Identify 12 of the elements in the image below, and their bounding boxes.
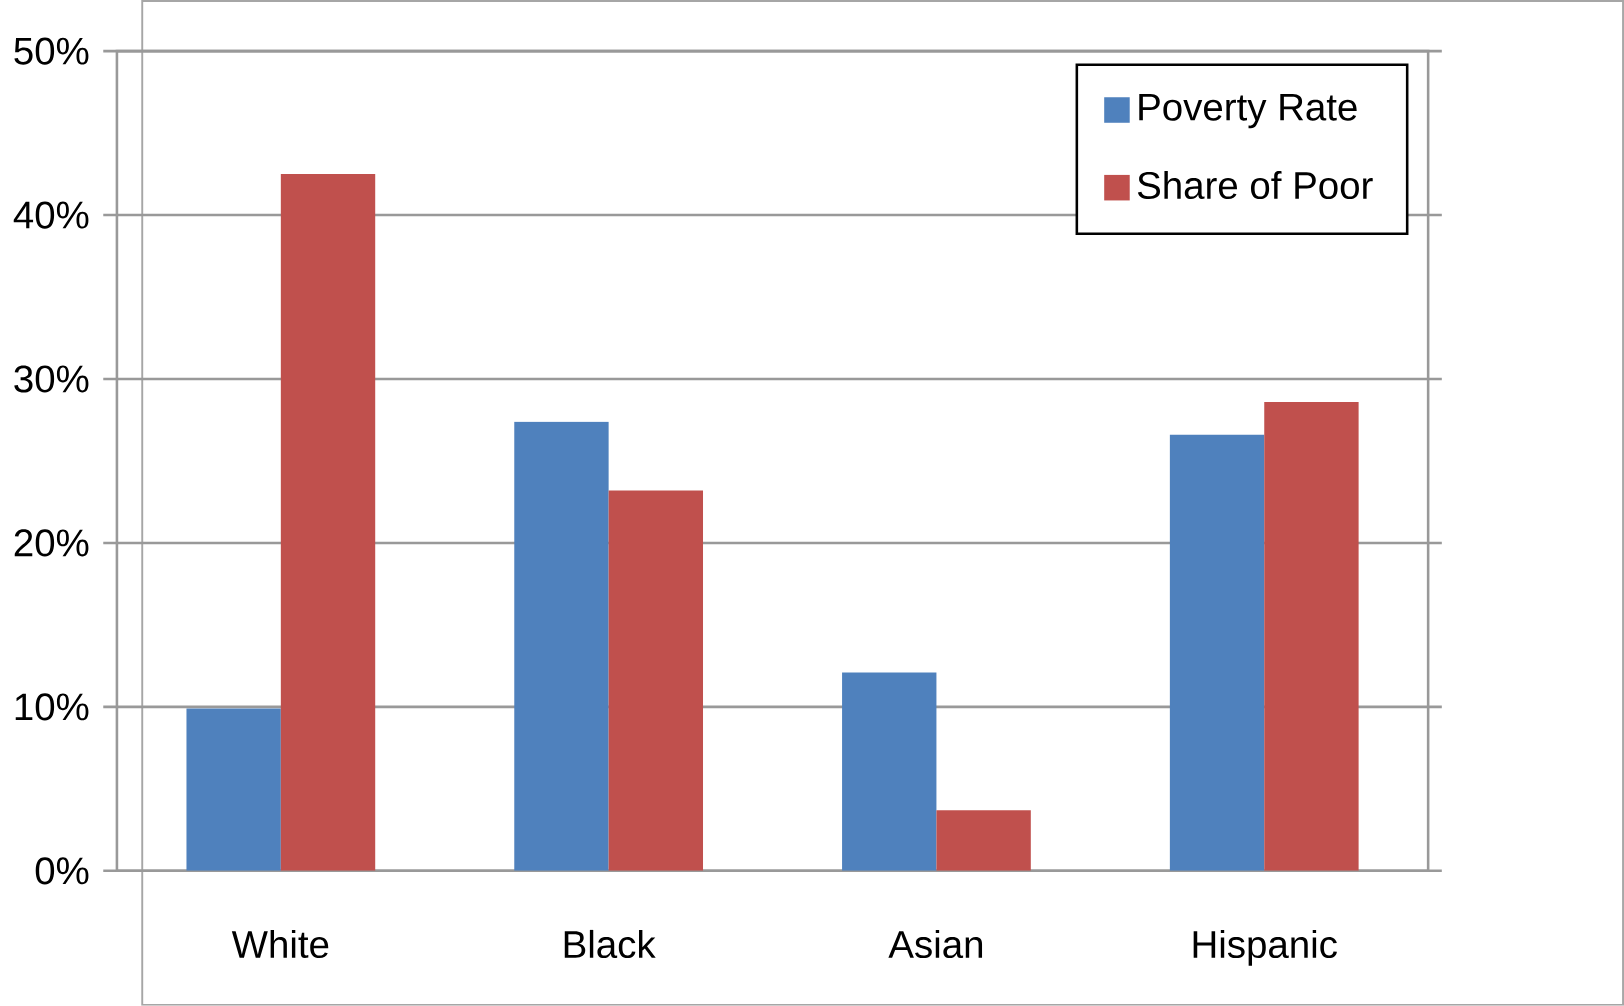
y-tick-label: 10%	[15, 693, 89, 721]
x-tick-label: Asian	[888, 929, 983, 959]
x-tick-label: Hispanic	[1193, 929, 1337, 966]
y-tick-label: 20%	[14, 529, 89, 557]
x-tick-label: White	[231, 929, 329, 959]
y-tick-label: 30%	[14, 365, 89, 393]
y-tick-label: 0%	[35, 857, 89, 885]
y-tick-label: 40%	[13, 201, 89, 229]
x-tick-label: Black	[564, 929, 656, 959]
legend-label: Share of Poor	[1137, 170, 1373, 200]
y-tick-label: 50%	[14, 37, 89, 65]
legend-label: Poverty Rate	[1139, 94, 1357, 129]
